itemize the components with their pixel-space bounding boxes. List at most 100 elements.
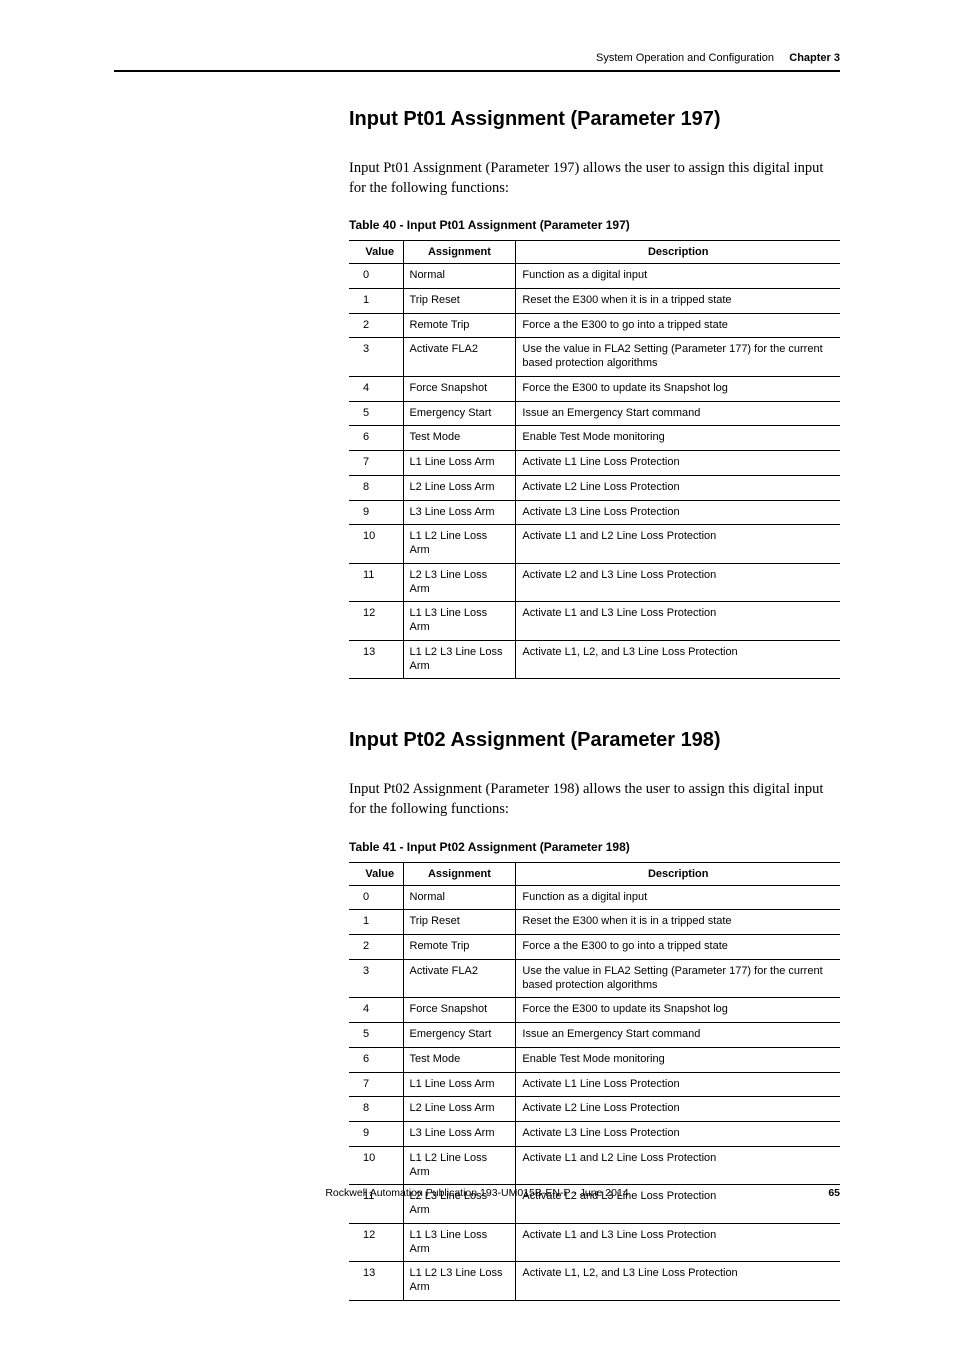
table40-caption: Table 40 - Input Pt01 Assignment (Parame… <box>349 218 840 232</box>
cell-value: 11 <box>349 563 403 602</box>
cell-assignment: Emergency Start <box>403 1023 516 1048</box>
th-value: Value <box>349 241 403 264</box>
cell-value: 8 <box>349 1097 403 1122</box>
section1-title: Input Pt01 Assignment (Parameter 197) <box>349 108 840 131</box>
cell-value: 9 <box>349 500 403 525</box>
cell-description: Force the E300 to update its Snapshot lo… <box>516 376 840 401</box>
cell-description: Activate L1, L2, and L3 Line Loss Protec… <box>516 640 840 679</box>
cell-assignment: L2 L3 Line Loss Arm <box>403 563 516 602</box>
cell-description: Enable Test Mode monitoring <box>516 426 840 451</box>
table-row: 2Remote TripForce a the E300 to go into … <box>349 313 840 338</box>
table-row: 6Test ModeEnable Test Mode monitoring <box>349 1047 840 1072</box>
cell-value: 9 <box>349 1122 403 1147</box>
table-row: 6Test ModeEnable Test Mode monitoring <box>349 426 840 451</box>
cell-assignment: L1 L2 L3 Line Loss Arm <box>403 1262 516 1301</box>
cell-assignment: L1 Line Loss Arm <box>403 1072 516 1097</box>
cell-description: Issue an Emergency Start command <box>516 401 840 426</box>
table-row: 9L3 Line Loss ArmActivate L3 Line Loss P… <box>349 500 840 525</box>
th-value: Value <box>349 862 403 885</box>
cell-assignment: L2 Line Loss Arm <box>403 1097 516 1122</box>
th-description: Description <box>516 862 840 885</box>
cell-description: Activate L1 Line Loss Protection <box>516 451 840 476</box>
cell-value: 0 <box>349 885 403 910</box>
cell-value: 10 <box>349 525 403 564</box>
page-number: 65 <box>828 1187 840 1199</box>
cell-description: Activate L3 Line Loss Protection <box>516 500 840 525</box>
table-row: 7L1 Line Loss ArmActivate L1 Line Loss P… <box>349 451 840 476</box>
cell-value: 5 <box>349 1023 403 1048</box>
cell-description: Function as a digital input <box>516 885 840 910</box>
th-description: Description <box>516 241 840 264</box>
cell-description: Reset the E300 when it is in a tripped s… <box>516 288 840 313</box>
cell-value: 13 <box>349 1262 403 1301</box>
table-row: 13L1 L2 L3 Line Loss ArmActivate L1, L2,… <box>349 640 840 679</box>
th-assignment: Assignment <box>403 241 516 264</box>
cell-assignment: Normal <box>403 885 516 910</box>
cell-value: 0 <box>349 264 403 289</box>
cell-assignment: L1 Line Loss Arm <box>403 451 516 476</box>
cell-value: 1 <box>349 910 403 935</box>
cell-value: 3 <box>349 338 403 377</box>
cell-description: Activate L1 Line Loss Protection <box>516 1072 840 1097</box>
cell-description: Reset the E300 when it is in a tripped s… <box>516 910 840 935</box>
cell-description: Issue an Emergency Start command <box>516 1023 840 1048</box>
cell-value: 10 <box>349 1146 403 1185</box>
table-row: 10L1 L2 Line Loss ArmActivate L1 and L2 … <box>349 1146 840 1185</box>
cell-assignment: L1 L2 Line Loss Arm <box>403 1146 516 1185</box>
cell-value: 5 <box>349 401 403 426</box>
cell-description: Force a the E300 to go into a tripped st… <box>516 313 840 338</box>
cell-assignment: Force Snapshot <box>403 998 516 1023</box>
cell-value: 12 <box>349 1223 403 1262</box>
table-row: 1Trip ResetReset the E300 when it is in … <box>349 910 840 935</box>
table-row: 8L2 Line Loss ArmActivate L2 Line Loss P… <box>349 475 840 500</box>
table41-caption: Table 41 - Input Pt02 Assignment (Parame… <box>349 840 840 854</box>
cell-assignment: Force Snapshot <box>403 376 516 401</box>
cell-description: Activate L2 Line Loss Protection <box>516 475 840 500</box>
cell-assignment: L1 L3 Line Loss Arm <box>403 602 516 641</box>
table-row: 2Remote TripForce a the E300 to go into … <box>349 935 840 960</box>
section2-body: Input Pt02 Assignment (Parameter 198) al… <box>349 780 840 819</box>
cell-assignment: Test Mode <box>403 426 516 451</box>
table40: Value Assignment Description 0NormalFunc… <box>349 240 840 679</box>
cell-description: Activate L1 and L2 Line Loss Protection <box>516 1146 840 1185</box>
cell-description: Activate L1 and L3 Line Loss Protection <box>516 602 840 641</box>
cell-value: 8 <box>349 475 403 500</box>
table-row: 1Trip ResetReset the E300 when it is in … <box>349 288 840 313</box>
cell-assignment: L3 Line Loss Arm <box>403 1122 516 1147</box>
cell-value: 6 <box>349 426 403 451</box>
cell-assignment: Activate FLA2 <box>403 959 516 998</box>
th-assignment: Assignment <box>403 862 516 885</box>
cell-description: Use the value in FLA2 Setting (Parameter… <box>516 959 840 998</box>
cell-value: 1 <box>349 288 403 313</box>
cell-assignment: L1 L2 L3 Line Loss Arm <box>403 640 516 679</box>
cell-assignment: Test Mode <box>403 1047 516 1072</box>
cell-assignment: Normal <box>403 264 516 289</box>
cell-assignment: L1 L2 Line Loss Arm <box>403 525 516 564</box>
cell-description: Use the value in FLA2 Setting (Parameter… <box>516 338 840 377</box>
table-header-row: Value Assignment Description <box>349 862 840 885</box>
cell-value: 3 <box>349 959 403 998</box>
cell-description: Activate L1 and L2 Line Loss Protection <box>516 525 840 564</box>
page-header: System Operation and Configuration Chapt… <box>596 52 840 64</box>
section2-title: Input Pt02 Assignment (Parameter 198) <box>349 729 840 752</box>
cell-assignment: L2 Line Loss Arm <box>403 475 516 500</box>
table-row: 9L3 Line Loss ArmActivate L3 Line Loss P… <box>349 1122 840 1147</box>
header-section: System Operation and Configuration <box>596 52 774 64</box>
table-row: 5Emergency StartIssue an Emergency Start… <box>349 401 840 426</box>
cell-value: 13 <box>349 640 403 679</box>
table-row: 4Force SnapshotForce the E300 to update … <box>349 998 840 1023</box>
cell-value: 4 <box>349 998 403 1023</box>
cell-assignment: Trip Reset <box>403 910 516 935</box>
header-rule <box>114 70 840 72</box>
table-row: 3Activate FLA2Use the value in FLA2 Sett… <box>349 338 840 377</box>
cell-value: 6 <box>349 1047 403 1072</box>
cell-description: Activate L1 and L3 Line Loss Protection <box>516 1223 840 1262</box>
table-row: 5Emergency StartIssue an Emergency Start… <box>349 1023 840 1048</box>
cell-assignment: L3 Line Loss Arm <box>403 500 516 525</box>
table-row: 10L1 L2 Line Loss ArmActivate L1 and L2 … <box>349 525 840 564</box>
cell-assignment: Activate FLA2 <box>403 338 516 377</box>
cell-assignment: L1 L3 Line Loss Arm <box>403 1223 516 1262</box>
cell-assignment: Remote Trip <box>403 935 516 960</box>
cell-description: Force the E300 to update its Snapshot lo… <box>516 998 840 1023</box>
table-header-row: Value Assignment Description <box>349 241 840 264</box>
